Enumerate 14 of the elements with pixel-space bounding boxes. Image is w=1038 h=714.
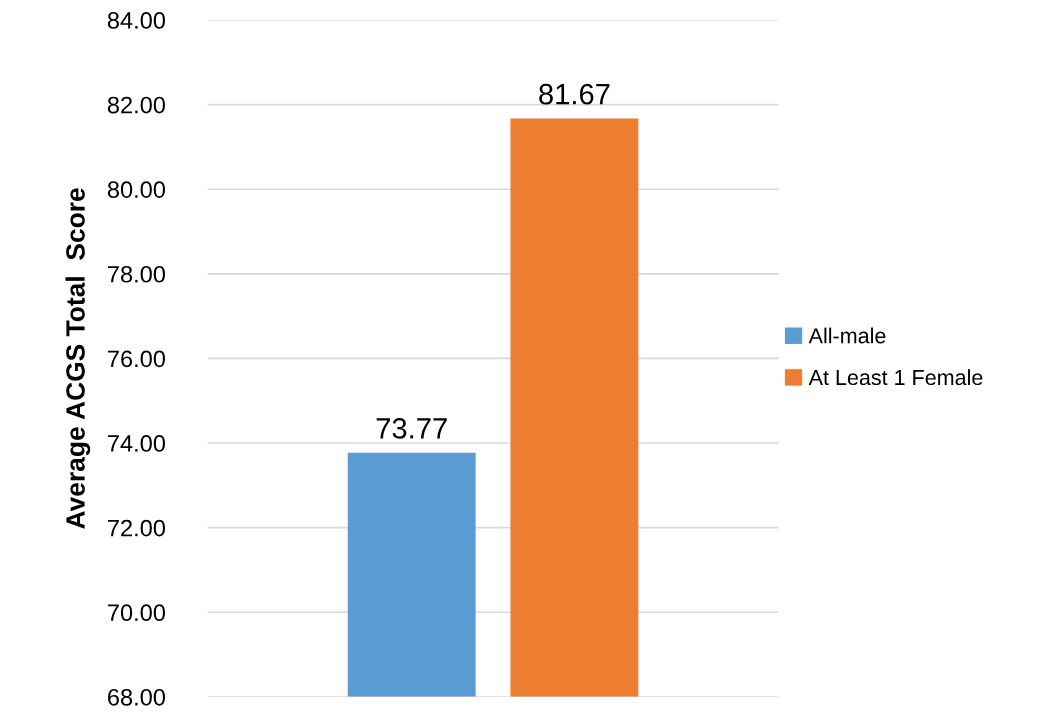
y-tick-label: 82.00 <box>107 96 166 114</box>
y-tick-label: 80.00 <box>107 181 166 198</box>
y-tick-label: 84.00 <box>107 12 166 29</box>
legend-label: At Least 1 Female <box>808 369 983 386</box>
y-tick-label: 78.00 <box>108 265 166 283</box>
data-label: 81.67 <box>539 83 610 105</box>
y-tick-label: 70.00 <box>108 604 166 622</box>
y-axis-title: Average ACGS Total Score <box>65 188 91 529</box>
y-tick-label: 76.00 <box>108 350 166 368</box>
y-tick-label: 74.00 <box>108 435 166 452</box>
legend-label: All-male <box>808 327 886 344</box>
y-tick-label: 72.00 <box>108 519 166 537</box>
data-label: 73.77 <box>376 418 447 439</box>
y-tick-label: 68.00 <box>108 688 166 706</box>
